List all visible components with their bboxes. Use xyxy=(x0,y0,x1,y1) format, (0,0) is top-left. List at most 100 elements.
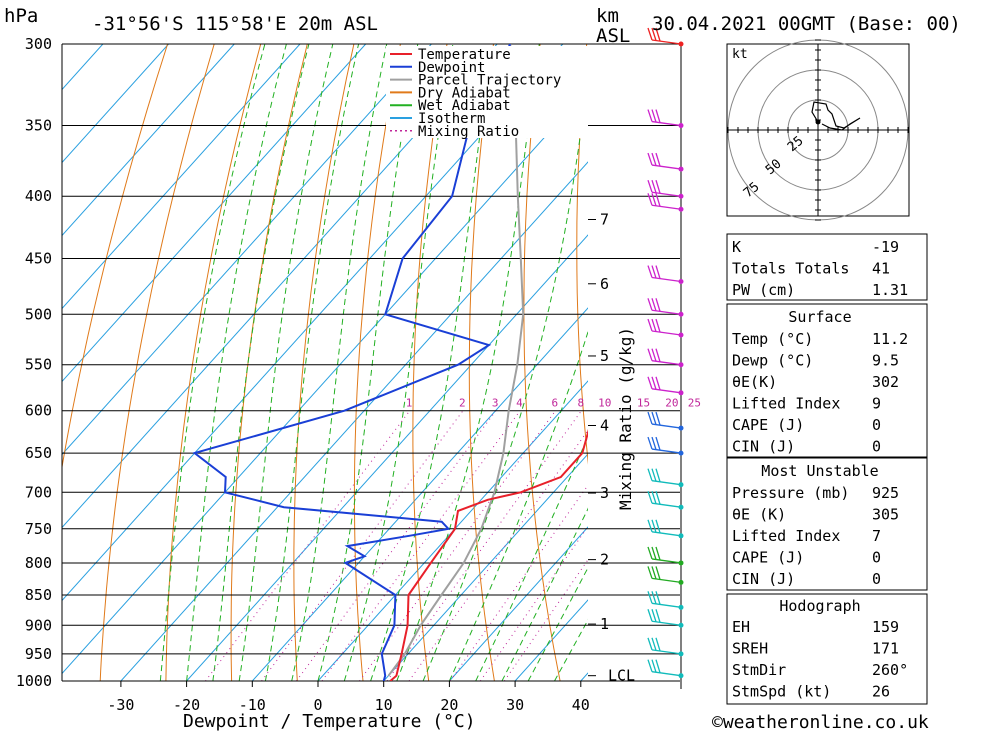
wet-adiabat-line xyxy=(527,566,588,681)
wind-barb-feather xyxy=(651,193,657,206)
pressure-tick-label: 300 xyxy=(25,35,52,53)
wind-barb-feather xyxy=(651,109,657,123)
wind-barb-feather xyxy=(651,468,657,482)
mixing-ratio-label: 3 xyxy=(492,397,499,410)
wind-barb-feather xyxy=(651,180,657,193)
wind-barb-feather xyxy=(651,546,657,560)
hodograph-table-box xyxy=(726,593,928,705)
wind-barb-feather xyxy=(655,348,661,362)
isotherm-line xyxy=(251,307,588,681)
wind-barb-staff xyxy=(651,671,682,677)
table-row-label: Dewp (°C) xyxy=(732,352,813,370)
table-row-value: 159 xyxy=(872,618,899,636)
legend-entry: Wet Adiabat xyxy=(418,98,511,114)
wind-barb-staff xyxy=(651,602,682,608)
wind-barb-feather xyxy=(655,376,661,390)
wind-barb-feather xyxy=(651,298,657,311)
wind-barb-feather xyxy=(647,193,653,206)
table-row-label: θE(K) xyxy=(732,373,777,391)
hodograph-trace xyxy=(811,101,861,131)
wind-barb-feather xyxy=(655,591,661,605)
isotherm-line xyxy=(62,44,367,383)
height-tick-label: 3 xyxy=(600,484,609,502)
table-row-label: Totals Totals xyxy=(732,260,849,278)
temperature-line xyxy=(389,428,588,681)
wind-barbs xyxy=(647,27,684,679)
height-tick-label: 7 xyxy=(600,210,609,228)
hodograph-ring-label: 25 xyxy=(785,134,807,156)
mixing-ratio-line xyxy=(261,410,464,681)
wind-barb-feather xyxy=(651,519,657,533)
mixing-ratio-label: 4 xyxy=(516,397,523,410)
pressure-tick-label: 850 xyxy=(25,586,52,604)
table-row-value: 11.2 xyxy=(872,330,908,348)
wet-adiabat-line xyxy=(212,44,310,681)
mixing-ratio-line xyxy=(449,484,588,681)
wind-barb-feather xyxy=(647,318,653,332)
wind-barb-staff xyxy=(651,620,682,626)
wind-barb-feather xyxy=(655,546,661,561)
wind-barb-staff xyxy=(651,276,682,283)
temp-tick-label: 20 xyxy=(440,696,458,714)
table-row-value: 171 xyxy=(872,640,899,658)
wind-barb-feather xyxy=(647,546,653,560)
hodograph-unit: kt xyxy=(732,47,748,62)
wind-barb-feather xyxy=(647,609,653,622)
isotherm-line xyxy=(186,234,588,681)
isobars xyxy=(61,43,682,689)
mixing-ratio-line xyxy=(295,410,497,681)
wind-barb-staff xyxy=(651,360,682,366)
table-row-value: 0 xyxy=(872,438,881,456)
wind-barb-staff xyxy=(651,448,682,454)
temp-tick-label: 0 xyxy=(313,696,322,714)
mixing-ratio-label: 15 xyxy=(637,397,650,410)
table-row-value: 305 xyxy=(872,506,899,524)
pressure-tick-label: 600 xyxy=(25,402,52,420)
hodograph-storm-dot xyxy=(815,119,821,125)
wind-barb-staff xyxy=(651,164,682,170)
wind-barb-staff xyxy=(651,649,682,655)
wind-barb-feather xyxy=(647,109,653,122)
table-row-label: θE (K) xyxy=(732,506,786,524)
isotherm-line xyxy=(383,453,588,681)
wind-barb-feather xyxy=(647,411,653,425)
wind-barb-feather xyxy=(651,152,657,166)
wind-barb-feather xyxy=(651,411,657,425)
legend-entry: Isotherm xyxy=(418,111,485,127)
wind-barb-staff xyxy=(651,558,682,564)
isotherm-line xyxy=(62,44,301,310)
dry-adiabat-line xyxy=(353,44,401,681)
table-row-label: CIN (J) xyxy=(732,438,795,456)
isotherm-line xyxy=(62,44,432,456)
most-unstable-table-box xyxy=(726,457,928,591)
height-tick-label: 6 xyxy=(600,275,609,293)
dry-adiabat-line xyxy=(913,44,1000,681)
table-row-value: 0 xyxy=(872,416,881,434)
wind-barb-feather xyxy=(647,152,653,166)
mixing-ratio-label: 25 xyxy=(688,397,701,410)
wind-barb-feather xyxy=(651,27,657,41)
wind-barb-feather xyxy=(655,519,661,533)
wind-barb-feather xyxy=(647,298,653,311)
pressure-tick-label: 1000 xyxy=(16,672,52,690)
wet-adiabat-line xyxy=(501,507,588,681)
mixing-ratio-label: 6 xyxy=(551,397,558,410)
pressure-tick-label: 700 xyxy=(25,483,52,501)
table-section-title: Surface xyxy=(788,308,851,326)
wind-barb-feather xyxy=(655,468,661,482)
table-row-label: CAPE (J) xyxy=(732,549,804,567)
isotherm-line xyxy=(449,526,588,681)
height-tick-label: 1 xyxy=(600,615,609,633)
table-row-value: 1.31 xyxy=(872,281,908,299)
mixing-ratio-axis-label: Mixing Ratio (g/kg) xyxy=(616,327,635,510)
wind-barb-feather xyxy=(647,519,653,533)
wind-barb-feather xyxy=(651,376,657,390)
pressure-tick-label: 650 xyxy=(25,444,52,462)
table-row-value: 260° xyxy=(872,661,908,679)
table-row-label: Lifted Index xyxy=(732,527,840,545)
table-row-label: EH xyxy=(732,618,750,636)
mixing-ratio-line xyxy=(479,525,588,681)
wind-barb-feather xyxy=(655,152,661,167)
